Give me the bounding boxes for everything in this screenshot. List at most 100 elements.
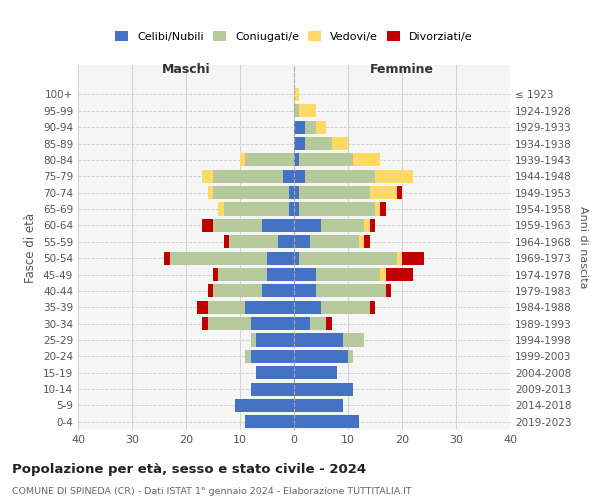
Bar <box>402 252 424 264</box>
Bar <box>370 186 397 199</box>
Bar <box>359 235 364 248</box>
Bar <box>294 350 348 363</box>
Bar <box>240 154 245 166</box>
Bar <box>267 268 294 281</box>
Bar <box>208 186 213 199</box>
Bar <box>294 268 316 281</box>
Bar <box>202 219 213 232</box>
Bar <box>224 235 229 248</box>
Bar <box>294 284 316 298</box>
Bar <box>278 235 294 248</box>
Bar <box>251 317 294 330</box>
Bar <box>213 268 218 281</box>
Bar <box>170 252 267 264</box>
Bar <box>294 317 310 330</box>
Bar <box>343 334 364 346</box>
Text: COMUNE DI SPINEDA (CR) - Dati ISTAT 1° gennaio 2024 - Elaborazione TUTTITALIA.IT: COMUNE DI SPINEDA (CR) - Dati ISTAT 1° g… <box>12 488 412 496</box>
Bar <box>218 202 224 215</box>
Bar <box>294 382 353 396</box>
Bar <box>364 235 370 248</box>
Bar <box>294 170 305 183</box>
Bar <box>213 219 262 232</box>
Bar <box>353 154 380 166</box>
Bar <box>213 186 289 199</box>
Bar <box>208 284 213 298</box>
Bar <box>299 186 370 199</box>
Bar <box>321 219 364 232</box>
Bar <box>299 104 316 118</box>
Text: Maschi: Maschi <box>161 64 211 76</box>
Bar <box>294 186 299 199</box>
Bar <box>294 120 305 134</box>
Bar <box>208 300 245 314</box>
Bar <box>397 186 402 199</box>
Bar <box>397 252 402 264</box>
Bar <box>256 366 294 380</box>
Bar <box>370 300 375 314</box>
Bar <box>332 137 348 150</box>
Bar <box>375 202 380 215</box>
Legend: Celibi/Nubili, Coniugati/e, Vedovi/e, Divorziati/e: Celibi/Nubili, Coniugati/e, Vedovi/e, Di… <box>111 27 477 46</box>
Bar <box>218 268 267 281</box>
Bar <box>202 317 208 330</box>
Bar <box>294 104 299 118</box>
Bar <box>294 416 359 428</box>
Bar <box>245 300 294 314</box>
Bar <box>310 235 359 248</box>
Bar <box>294 300 321 314</box>
Bar <box>245 350 251 363</box>
Bar <box>386 284 391 298</box>
Bar <box>305 137 332 150</box>
Bar <box>208 317 251 330</box>
Bar <box>294 154 299 166</box>
Bar <box>321 300 370 314</box>
Bar <box>316 120 326 134</box>
Bar <box>245 154 294 166</box>
Text: Femmine: Femmine <box>370 64 434 76</box>
Y-axis label: Fasce di età: Fasce di età <box>25 212 37 282</box>
Bar <box>229 235 278 248</box>
Bar <box>294 219 321 232</box>
Bar <box>267 252 294 264</box>
Bar <box>364 219 370 232</box>
Bar <box>262 284 294 298</box>
Bar <box>235 399 294 412</box>
Bar <box>251 382 294 396</box>
Bar <box>305 170 375 183</box>
Bar <box>256 334 294 346</box>
Bar <box>197 300 208 314</box>
Text: Popolazione per età, sesso e stato civile - 2024: Popolazione per età, sesso e stato civil… <box>12 462 366 475</box>
Bar <box>294 202 299 215</box>
Bar <box>294 399 343 412</box>
Bar <box>375 170 413 183</box>
Y-axis label: Anni di nascita: Anni di nascita <box>578 206 588 289</box>
Bar <box>213 170 283 183</box>
Bar <box>213 284 262 298</box>
Bar <box>294 366 337 380</box>
Bar <box>299 154 353 166</box>
Bar <box>262 219 294 232</box>
Bar <box>294 334 343 346</box>
Bar <box>305 120 316 134</box>
Bar <box>294 137 305 150</box>
Bar <box>370 219 375 232</box>
Bar <box>251 350 294 363</box>
Bar <box>348 350 353 363</box>
Bar <box>310 317 326 330</box>
Bar <box>386 268 413 281</box>
Bar <box>164 252 170 264</box>
Bar <box>283 170 294 183</box>
Bar <box>294 235 310 248</box>
Bar <box>294 88 299 101</box>
Bar <box>289 202 294 215</box>
Bar <box>224 202 289 215</box>
Bar <box>202 170 213 183</box>
Bar <box>380 202 386 215</box>
Bar <box>326 317 332 330</box>
Bar <box>289 186 294 199</box>
Bar <box>299 202 375 215</box>
Bar <box>380 268 386 281</box>
Bar <box>245 416 294 428</box>
Bar <box>251 334 256 346</box>
Bar <box>299 252 397 264</box>
